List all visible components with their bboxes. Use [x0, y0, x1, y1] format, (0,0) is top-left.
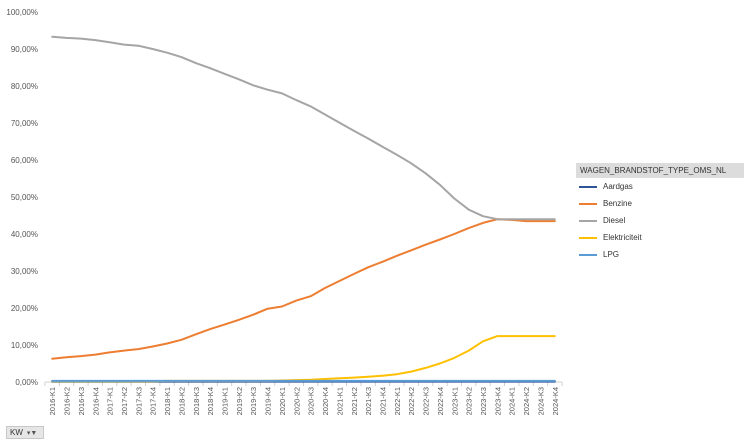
y-tick-label: 10,00%: [11, 341, 38, 350]
field-button-label: KW: [10, 428, 23, 437]
x-tick-label: 2022-K3: [422, 387, 431, 415]
y-tick-label: 70,00%: [11, 119, 38, 128]
x-tick-label: 2020-K1: [278, 387, 287, 415]
legend-label: Aardgas: [603, 182, 633, 191]
series-line-diesel: [51, 35, 556, 221]
x-tick-label: 2021-K1: [335, 387, 344, 415]
legend-swatch: [579, 202, 597, 205]
legend-items: Aardgas Benzine Diesel Elektriciteit LPG: [576, 178, 744, 263]
x-tick-label: 2019-K1: [221, 387, 230, 415]
y-tick-label: 100,00%: [6, 8, 38, 17]
y-tick-label: 60,00%: [11, 156, 38, 165]
x-tick-label: 2024-K3: [536, 387, 545, 415]
x-tick-label: 2020-K4: [321, 387, 330, 415]
x-tick-label: 2023-K3: [479, 387, 488, 415]
x-tick-label: 2024-K2: [522, 387, 531, 415]
filter-dropdown-icon: ▾▼: [26, 429, 38, 437]
legend-swatch: [579, 253, 597, 256]
x-tick-label: 2019-K2: [235, 387, 244, 415]
x-tick-label: 2018-K2: [177, 387, 186, 415]
x-tick-label: 2019-K4: [264, 387, 273, 415]
y-tick-label: 20,00%: [11, 304, 38, 313]
legend-swatch: [579, 219, 597, 222]
legend-label: Diesel: [603, 216, 626, 225]
x-tick-label: 2016-K3: [77, 387, 86, 415]
series-line-elektriciteit: [51, 335, 556, 383]
legend-item-diesel[interactable]: Diesel: [576, 212, 744, 229]
legend-title: WAGEN_BRANDSTOF_TYPE_OMS_NL: [576, 163, 744, 178]
legend-swatch: [579, 236, 597, 239]
x-tick-label: 2023-K1: [450, 387, 459, 415]
series-line-benzine: [51, 218, 556, 360]
y-tick-label: 0,00%: [15, 378, 38, 387]
x-tick-label: 2021-K2: [350, 387, 359, 415]
legend-label: LPG: [603, 250, 620, 259]
x-tick-label: 2020-K3: [307, 387, 316, 415]
legend-label: Elektriciteit: [603, 233, 642, 242]
x-tick-label: 2024-K1: [508, 387, 517, 415]
series-lines: [51, 35, 556, 383]
x-tick-label: 2020-K2: [292, 387, 301, 415]
x-tick-label: 2017-K1: [106, 387, 115, 415]
y-tick-label: 80,00%: [11, 82, 38, 91]
x-tick-label: 2017-K4: [149, 387, 158, 415]
legend-label: Benzine: [603, 199, 632, 208]
x-tick-label: 2021-K3: [364, 387, 373, 415]
x-tick-label: 2023-K4: [493, 387, 502, 415]
x-tick-label: 2023-K2: [465, 387, 474, 415]
kw-field-button[interactable]: KW ▾▼: [6, 426, 44, 439]
y-tick-label: 30,00%: [11, 267, 38, 276]
x-tick-label: 2016-K4: [91, 387, 100, 415]
x-tick-label: 2017-K2: [120, 387, 129, 415]
x-tick-label: 2021-K4: [378, 387, 387, 415]
legend-swatch: [579, 185, 597, 188]
x-tick-label: 2018-K1: [163, 387, 172, 415]
legend-item-aardgas[interactable]: Aardgas: [576, 178, 744, 195]
x-tick-label: 2019-K3: [249, 387, 258, 415]
x-tick-label: 2022-K1: [393, 387, 402, 415]
y-tick-label: 40,00%: [11, 230, 38, 239]
x-tick-label: 2022-K2: [407, 387, 416, 415]
x-tick-label: 2016-K1: [48, 387, 57, 415]
y-tick-label: 90,00%: [11, 45, 38, 54]
legend: WAGEN_BRANDSTOF_TYPE_OMS_NL Aardgas Benzi…: [576, 163, 744, 263]
legend-item-lpg[interactable]: LPG: [576, 246, 744, 263]
y-tick-label: 50,00%: [11, 193, 38, 202]
x-tick-label: 2022-K4: [436, 387, 445, 415]
legend-item-benzine[interactable]: Benzine: [576, 195, 744, 212]
x-axis-labels: 2016-K1 2016-K2 2016-K3 2016-K4 2017-K1 2017-…: [48, 387, 560, 415]
x-tick-label: 2017-K3: [134, 387, 143, 415]
y-axis-labels: 0,00% 10,00% 20,00% 30,00% 40,00% 50,00% 60,00…: [6, 8, 38, 387]
x-tick-label: 2024-K4: [551, 387, 560, 415]
x-tick-label: 2016-K2: [63, 387, 72, 415]
x-tick-label: 2018-K4: [206, 387, 215, 415]
legend-item-elektriciteit[interactable]: Elektriciteit: [576, 229, 744, 246]
x-tick-label: 2018-K3: [192, 387, 201, 415]
